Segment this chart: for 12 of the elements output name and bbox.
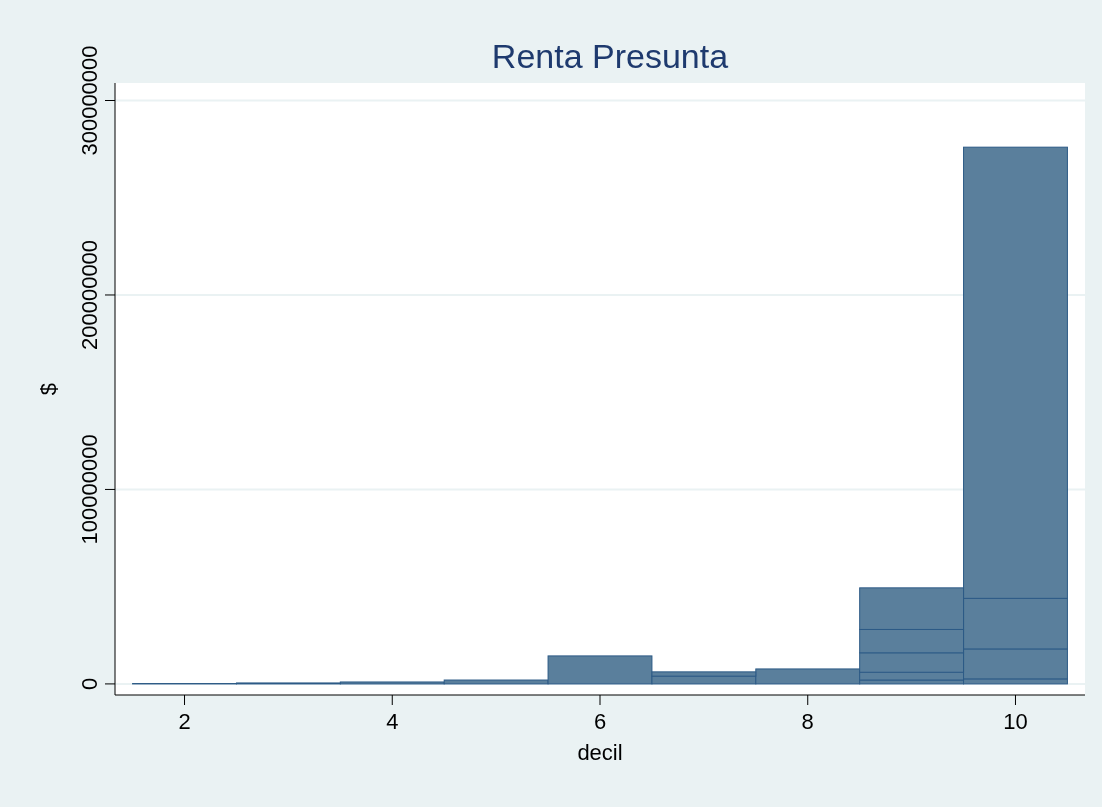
y-tick-label: 100000000 xyxy=(77,434,102,545)
x-axis-title: decil xyxy=(577,740,623,765)
y-tick-label: 0 xyxy=(77,677,102,691)
chart-title: Renta Presunta xyxy=(491,37,729,75)
x-tick-label: 8 xyxy=(801,709,814,734)
x-tick-label: 10 xyxy=(1003,709,1028,734)
x-tick-label: 6 xyxy=(593,709,607,734)
x-tick-label: 2 xyxy=(178,709,191,734)
x-tick-label: 4 xyxy=(386,709,399,734)
y-tick-label: 300000000 xyxy=(77,45,102,156)
y-axis-title: $ xyxy=(36,382,61,396)
y-tick-label: 200000000 xyxy=(77,239,102,351)
